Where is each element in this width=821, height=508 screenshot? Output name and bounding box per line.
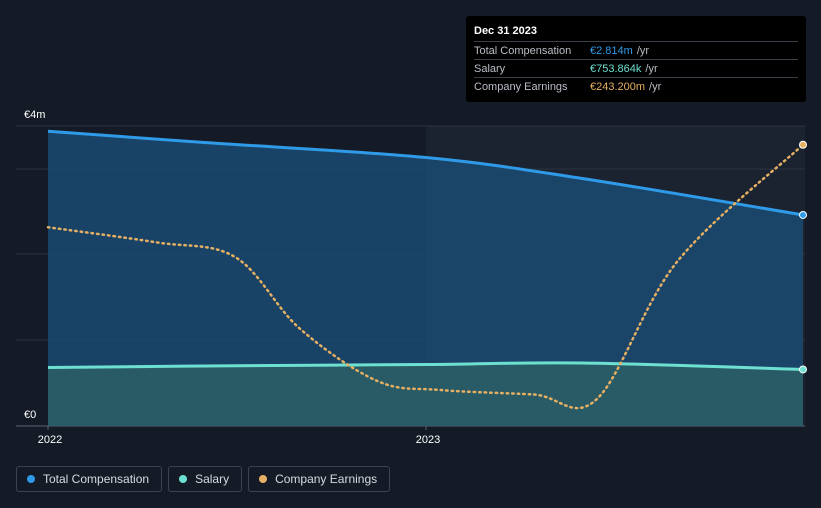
- tooltip-unit: /yr: [636, 44, 650, 57]
- tooltip-unit: /yr: [645, 62, 658, 75]
- salary-area: [48, 362, 803, 426]
- chart-legend: Total Compensation Salary Company Earnin…: [16, 466, 391, 492]
- company-earnings-marker: [799, 140, 807, 149]
- total-compensation-area: [48, 131, 803, 426]
- total-compensation-marker: [799, 210, 807, 219]
- legend-item-company-earnings[interactable]: Company Earnings: [248, 466, 391, 492]
- tooltip-value: €243.200m: [590, 80, 646, 93]
- legend-label: Total Compensation: [43, 472, 150, 486]
- total-compensation-line: [47, 129, 804, 217]
- compensation-chart: 2022 2023 €4m €0: [16, 109, 807, 446]
- tooltip-label: Company Earnings: [474, 80, 568, 93]
- legend-label: Salary: [195, 472, 230, 486]
- salary-marker: [799, 365, 807, 374]
- y-tick-label: €4m: [24, 109, 45, 121]
- legend-dot-icon: [27, 475, 35, 483]
- tooltip-unit: /yr: [649, 80, 662, 93]
- x-tick-label: 2022: [38, 434, 62, 446]
- legend-dot-icon: [259, 475, 268, 483]
- legend-dot-icon: [179, 475, 188, 483]
- tooltip-row-salary: Salary €753.864k /yr: [474, 59, 798, 77]
- tooltip-panel: Dec 31 2023 Total Compensation €2.814m /…: [466, 16, 806, 102]
- company-earnings-line: [46, 143, 805, 410]
- tooltip-row-earnings: Company Earnings €243.200m /yr: [474, 77, 798, 95]
- legend-item-total-compensation[interactable]: Total Compensation: [16, 466, 163, 492]
- tooltip-value: €2.814m: [590, 44, 633, 57]
- tooltip-label: Total Compensation: [474, 44, 572, 57]
- y-tick-label: €0: [24, 409, 36, 421]
- tooltip-value: €753.864k: [590, 62, 642, 75]
- tooltip-date: Dec 31 2023: [474, 25, 537, 37]
- tooltip-label: Salary: [474, 62, 506, 75]
- legend-item-salary[interactable]: Salary: [168, 466, 243, 492]
- legend-label: Company Earnings: [275, 472, 378, 486]
- tooltip-row-total: Total Compensation €2.814m /yr: [474, 41, 798, 59]
- x-tick-label: 2023: [416, 434, 440, 446]
- salary-line: [47, 361, 804, 371]
